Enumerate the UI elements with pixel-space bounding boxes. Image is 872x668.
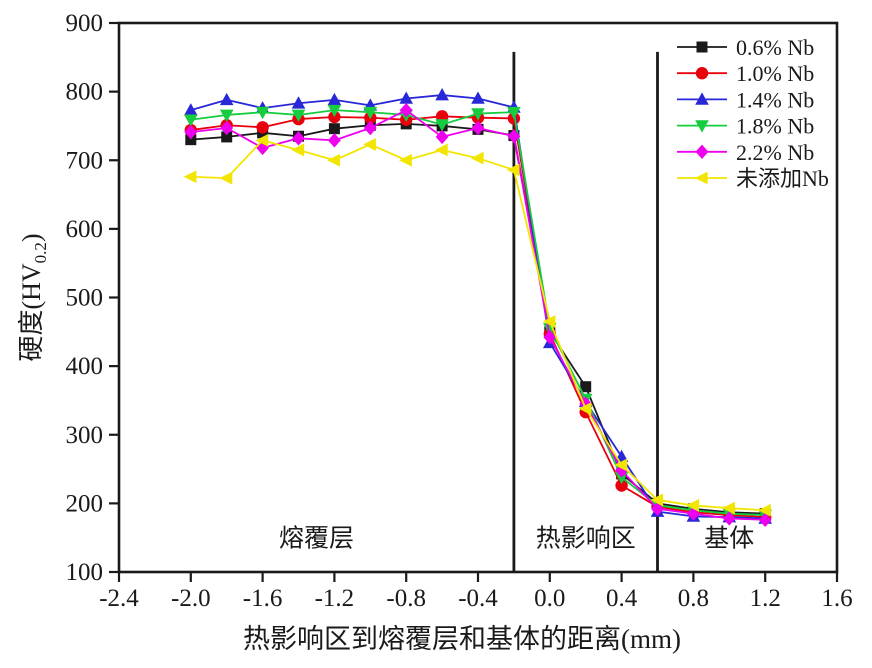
x-axis-tick-label: -0.4 <box>458 585 498 612</box>
series-2-2-nb-diamond-marker <box>435 129 449 145</box>
x-axis-title: 热影响区到熔覆层和基体的距离(mm) <box>243 624 681 654</box>
series-1-4-nb-triangle-up-marker <box>471 91 485 104</box>
x-axis-tick-label: -1.6 <box>243 585 283 612</box>
legend-item-3-triangle-down-marker <box>695 120 709 133</box>
x-axis-tick-label: -2.4 <box>99 585 139 612</box>
series-未添加nb-triangle-left-marker <box>327 153 340 167</box>
y-axis-tick-label: 300 <box>66 422 104 449</box>
x-axis-tick-label: 0.4 <box>606 585 638 612</box>
legend-item-5-label: 未添加Nb <box>736 166 829 191</box>
legend-item-1-circle-marker <box>695 67 709 80</box>
series-未添加nb-triangle-left-marker <box>255 133 269 147</box>
legend-item-2-triangle-up-marker <box>695 92 709 105</box>
series-2-2-nb-diamond-marker <box>328 133 341 148</box>
series-1-4-nb-triangle-up-marker <box>184 103 198 116</box>
series-未添加nb-triangle-left-marker <box>399 153 412 167</box>
series-1-0-nb-circle-marker <box>615 479 628 492</box>
series-1-8-nb-triangle-down-marker <box>327 104 342 118</box>
series-未添加nb-triangle-left-marker <box>686 499 699 512</box>
series-2-2-nb-diamond-marker <box>543 330 557 345</box>
series-2-2-nb-diamond-marker <box>292 131 305 146</box>
legend-item-1-label: 1.0% Nb <box>736 61 814 86</box>
series-2-2-nb-diamond-marker <box>220 120 234 136</box>
x-axis-tick-label: -2.0 <box>171 585 211 612</box>
y-axis-tick-label: 900 <box>66 10 104 37</box>
series-1-8-nb-triangle-down-marker <box>291 109 306 122</box>
y-axis-title: 硬度(HV0.2) <box>17 233 50 361</box>
series-2-2-nb-diamond-marker <box>399 102 413 118</box>
series-未添加nb-triangle-left-marker <box>183 170 197 184</box>
series-0-6-nb-square-marker <box>328 123 340 135</box>
x-axis-tick-label: 1.2 <box>750 585 781 612</box>
series-1-4-nb-triangle-up-marker <box>435 88 449 101</box>
series-未添加nb-triangle-left-marker <box>470 151 484 165</box>
series-2-2-nb-line <box>190 109 766 521</box>
series-0-6-nb-square-marker <box>185 134 197 146</box>
y-axis-tick-label: 200 <box>66 490 104 517</box>
y-axis-tick-label: 700 <box>66 147 104 174</box>
x-axis-tick-label: -1.2 <box>315 585 355 612</box>
legend-item-4-label: 2.2% Nb <box>736 140 814 165</box>
series-1-8-nb-triangle-down-marker <box>471 108 485 121</box>
series-1-8-nb-triangle-down-marker <box>255 106 270 120</box>
legend-item-3-label: 1.8% Nb <box>736 114 814 139</box>
series-未添加nb-triangle-left-marker <box>722 501 735 515</box>
legend-item-0-square-marker <box>696 41 708 53</box>
y-axis-tick-label: 100 <box>66 559 104 586</box>
series-1-8-nb-line <box>190 109 766 516</box>
series-1-8-nb-triangle-down-marker <box>435 119 449 132</box>
x-axis-tick-label: 0.0 <box>534 585 565 612</box>
series-2-2-nb-diamond-marker <box>471 120 485 136</box>
plot-border <box>117 21 839 574</box>
region-label: 熔覆层 <box>279 525 354 553</box>
legend-item-0-label: 0.6% Nb <box>736 35 814 60</box>
legend-item-4-diamond-marker <box>695 144 709 159</box>
series-0-6-nb-square-marker <box>221 131 233 143</box>
series-未添加nb-triangle-left-marker <box>614 458 628 472</box>
y-axis-tick-label: 600 <box>66 216 104 243</box>
region-label: 热影响区 <box>536 525 636 553</box>
series-未添加nb-triangle-left-marker <box>434 143 448 157</box>
y-axis-tick-label: 400 <box>66 353 104 380</box>
y-axis-tick-label: 800 <box>66 79 104 106</box>
series-1-4-nb-triangle-up-marker <box>327 92 342 106</box>
series-未添加nb-triangle-left-marker <box>506 163 520 177</box>
x-axis-tick-label: 0.8 <box>678 585 709 612</box>
series-1-8-nb-triangle-down-marker <box>219 109 234 122</box>
x-axis-tick-label: 1.6 <box>821 585 852 612</box>
x-axis-tick-label: -0.8 <box>386 585 426 612</box>
y-axis-tick-label: 500 <box>66 285 104 312</box>
series-1-0-nb-line <box>190 115 766 518</box>
series-2-2-nb-diamond-marker <box>507 129 521 144</box>
series-未添加nb-triangle-left-marker <box>363 138 376 151</box>
legend-item-2-label: 1.4% Nb <box>736 87 814 112</box>
series-未添加nb-triangle-left-marker <box>758 503 771 517</box>
series-2-2-nb-diamond-marker <box>363 120 377 136</box>
series-0-6-nb-square-marker <box>580 381 592 393</box>
region-label: 基体 <box>704 525 754 553</box>
series-未添加nb-triangle-left-marker <box>542 315 556 328</box>
series-2-2-nb-diamond-marker <box>722 511 736 526</box>
series-1-4-nb-triangle-up-marker <box>291 96 306 109</box>
series-未添加nb-line <box>190 139 766 512</box>
series-1-4-nb-triangle-up-marker <box>399 91 413 104</box>
series-未添加nb-triangle-left-marker <box>219 171 233 185</box>
series-1-8-nb-triangle-down-marker <box>363 106 378 120</box>
series-未添加nb-triangle-left-marker <box>578 402 592 416</box>
series-2-2-nb-diamond-marker <box>651 501 664 517</box>
series-1-4-nb-triangle-up-marker <box>219 92 234 106</box>
series-2-2-nb-diamond-marker <box>758 512 772 528</box>
series-1-8-nb-triangle-down-marker <box>184 114 198 127</box>
series-1-8-nb-triangle-down-marker <box>507 106 521 120</box>
series-未添加nb-triangle-left-marker <box>650 493 664 507</box>
series-0-6-nb-line <box>190 122 766 515</box>
series-未添加nb-triangle-left-marker <box>291 143 305 157</box>
legend-item-5-triangle-left-marker <box>694 171 708 185</box>
series-1-0-nb-circle-marker <box>256 121 269 134</box>
series-2-2-nb-diamond-marker <box>184 124 198 140</box>
